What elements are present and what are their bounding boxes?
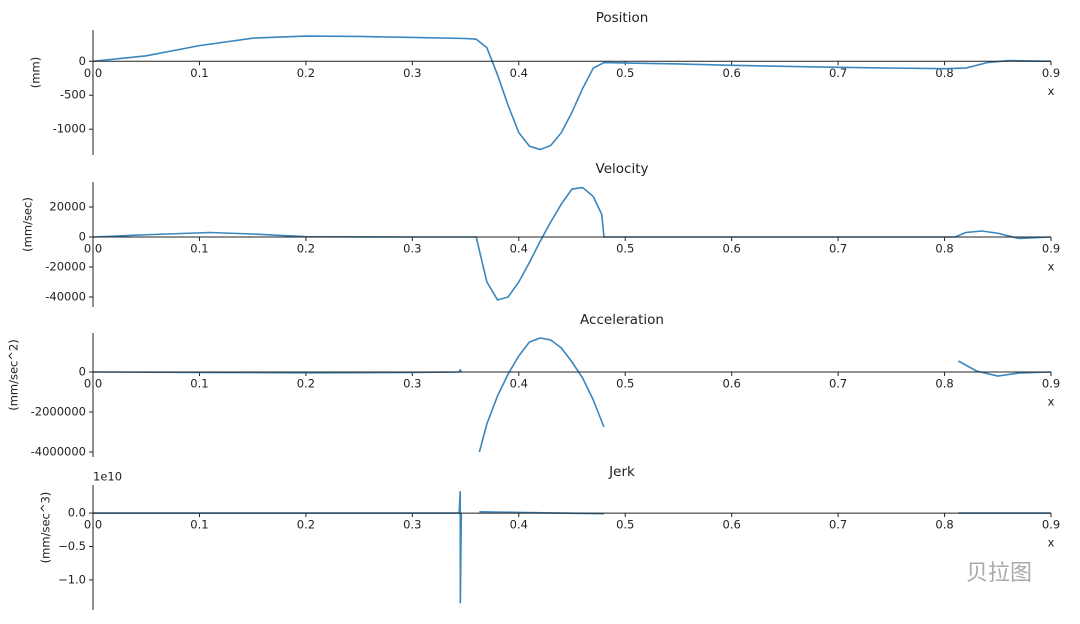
offset-text: 1e10 [93,470,122,484]
x-tick-label: 0.1 [190,518,208,532]
y-tick-label: 20000 [49,200,86,214]
chart-title: Acceleration [580,312,664,328]
data-line [92,337,1052,453]
x-tick-label: 0.7 [829,66,847,80]
x-tick-label: 0.7 [829,242,847,256]
x-tick-label: 0.4 [510,66,528,80]
y-tick-label: -500 [60,88,86,102]
x-tick-label: 0.8 [935,377,953,391]
x-tick-label: 0.8 [935,242,953,256]
x-tick-label: 0.2 [297,377,315,391]
data-line [92,186,1052,301]
x-tick-label: 0.4 [510,242,528,256]
x-tick-label: 0.6 [723,518,741,532]
y-axis-label: (mm) [29,57,43,88]
x-tick-label: 0.6 [723,66,741,80]
watermark: 贝拉图 [966,561,1032,586]
x-tick-label: 0.3 [403,242,421,256]
x-tick-label: 0.2 [297,518,315,532]
x-tick-label: 0.6 [723,242,741,256]
y-axis-label: (mm/sec) [21,197,35,252]
x-tick-label: 0.9 [1042,66,1060,80]
x-tick-label: 0.2 [297,242,315,256]
y-axis-label: (mm/sec^2) [7,339,21,411]
x-tick-label: 0.3 [403,518,421,532]
x-tick-label: 0.7 [829,377,847,391]
x-tick-label: 0.7 [829,518,847,532]
y-axis-label: (mm/sec^3) [39,492,53,564]
y-tick-label: 0 [79,365,86,379]
x-tick-label: 0.9 [1042,242,1060,256]
x-axis-label: x [1048,84,1055,98]
x-tick-label: 0.5 [616,377,634,391]
chart-title: Jerk [608,464,635,480]
y-tick-label: −1.0 [58,572,86,586]
x-tick-label: 0.9 [1042,518,1060,532]
y-tick-label: 0 [79,54,86,68]
data-line [93,490,1051,604]
x-tick-label: 0.4 [510,377,528,391]
x-tick-label: 0.1 [190,66,208,80]
x-tick-label: 0.5 [616,242,634,256]
y-tick-label: 0.0 [68,506,86,520]
x-tick-label: 0.1 [190,242,208,256]
x-tick-label: 0.5 [616,66,634,80]
y-tick-label: −0.5 [58,539,86,553]
y-tick-label: -1000 [53,122,86,136]
y-tick-label: -20000 [45,259,86,273]
x-tick-label: 0.3 [403,66,421,80]
chart-title: Velocity [596,161,649,177]
x-tick-label: 0.4 [510,518,528,532]
x-tick-label: 0.1 [190,377,208,391]
chart-title: Position [596,10,649,26]
y-tick-label: -40000 [45,289,86,303]
data-line [92,35,1052,151]
x-axis-label: x [1048,536,1055,550]
x-tick-label: 0.8 [935,518,953,532]
x-tick-label: 0.3 [403,377,421,391]
x-tick-label: 0.6 [723,377,741,391]
x-axis-label: x [1048,395,1055,409]
y-tick-label: -4000000 [31,445,86,459]
x-tick-label: 0.5 [616,518,634,532]
y-tick-label: -2000000 [31,405,86,419]
x-tick-label: 0.2 [297,66,315,80]
x-axis-label: x [1048,260,1055,274]
y-tick-label: 0 [79,230,86,244]
x-tick-label: 0.9 [1042,377,1060,391]
